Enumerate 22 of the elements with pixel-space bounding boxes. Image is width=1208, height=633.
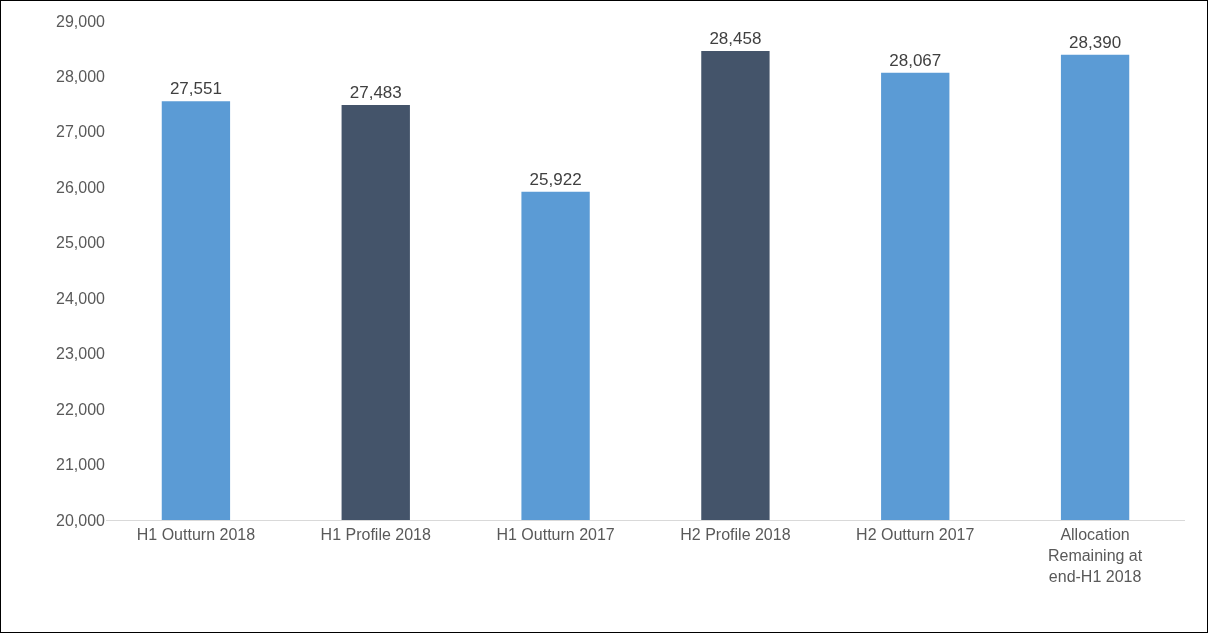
y-tick-label: 27,000	[56, 123, 106, 141]
data-label: 25,922	[529, 169, 582, 189]
x-tick-label: Allocation Remaining at end-H1 2018	[1047, 526, 1143, 585]
x-tick-label: H1 Outturn 2017	[496, 526, 615, 544]
x-tick-label: H2 Profile 2018	[680, 526, 791, 544]
y-tick-label: 20,000	[56, 511, 106, 529]
data-label: 27,483	[349, 83, 402, 103]
y-tick-label: 23,000	[56, 345, 106, 363]
y-tick-label: 25,000	[56, 234, 106, 252]
y-tick-label: 21,000	[56, 456, 106, 474]
y-tick-label: 29,000	[56, 12, 106, 30]
x-tick-label: H1 Profile 2018	[320, 526, 431, 544]
y-tick-label: 28,000	[56, 68, 106, 86]
x-tick-label: H1 Outturn 2018	[136, 526, 256, 544]
x-tick-label: H2 Outturn 2017	[856, 526, 975, 544]
data-label: 27,551	[169, 79, 222, 99]
data-label: 28,390	[1069, 32, 1122, 52]
y-tick-label: 24,000	[56, 289, 106, 307]
data-label: 28,458	[709, 29, 762, 49]
y-tick-label: 26,000	[56, 178, 106, 196]
y-tick-label: 22,000	[56, 400, 106, 418]
data-label: 28,067	[889, 50, 942, 70]
